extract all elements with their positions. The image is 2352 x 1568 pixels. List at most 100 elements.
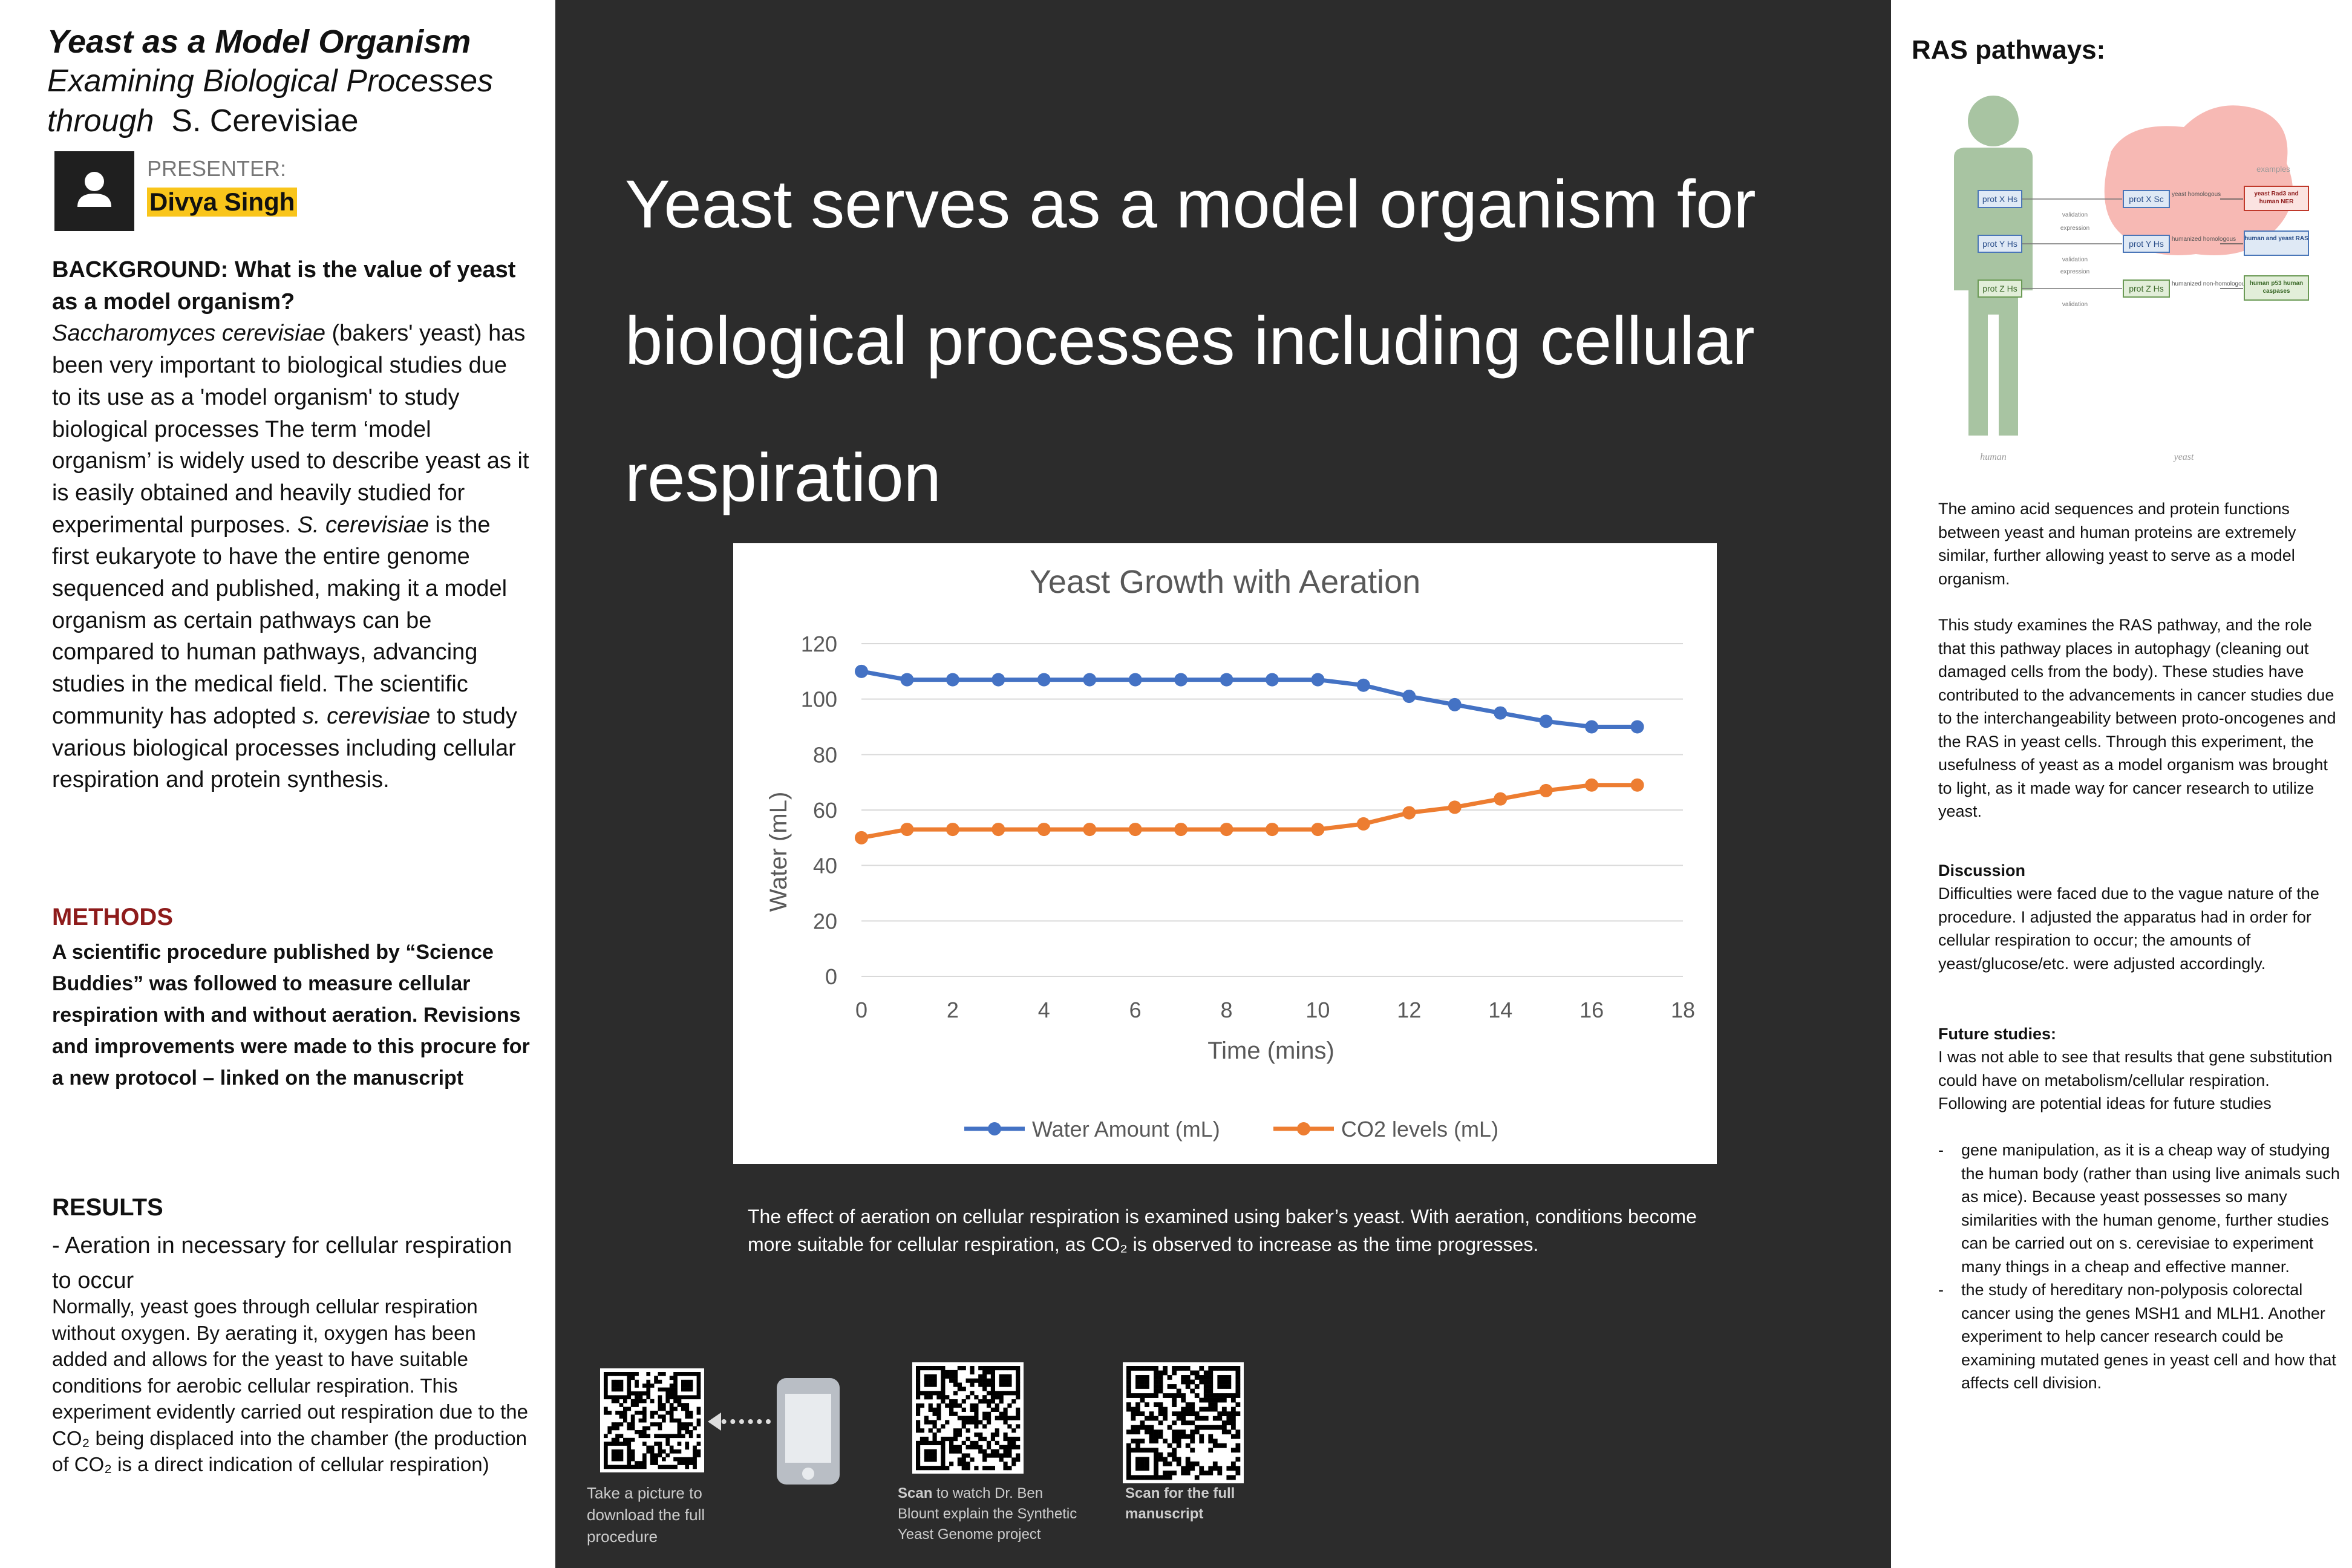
qr-module bbox=[1135, 1393, 1140, 1398]
qr-module bbox=[1154, 1375, 1158, 1380]
qr-module bbox=[673, 1418, 678, 1423]
qr-module bbox=[949, 1436, 954, 1442]
qr-module bbox=[1131, 1411, 1136, 1417]
qr-module bbox=[1016, 1445, 1021, 1449]
qr-module bbox=[1154, 1393, 1158, 1398]
qr-module bbox=[932, 1420, 937, 1425]
qr-module bbox=[1181, 1416, 1186, 1421]
qr-module bbox=[677, 1418, 682, 1423]
qr-module bbox=[627, 1376, 632, 1380]
data-point bbox=[1448, 697, 1462, 711]
qr-module bbox=[1011, 1399, 1016, 1404]
qr-module bbox=[974, 1403, 979, 1408]
qr-module bbox=[1226, 1375, 1232, 1380]
qr-module bbox=[658, 1449, 662, 1454]
qr-module bbox=[669, 1434, 674, 1439]
qr-module bbox=[941, 1399, 946, 1404]
qr-module bbox=[673, 1434, 678, 1439]
qr-module bbox=[916, 1445, 921, 1449]
qr-module bbox=[696, 1422, 701, 1426]
qr-module bbox=[1135, 1443, 1140, 1448]
qr-module bbox=[928, 1440, 933, 1446]
ras-paragraph-1: The amino acid sequences and protein fun… bbox=[1938, 500, 2296, 588]
qr-module bbox=[1203, 1425, 1209, 1430]
qr-module bbox=[936, 1407, 941, 1412]
qr-module bbox=[1126, 1452, 1131, 1457]
qr-module bbox=[1126, 1375, 1131, 1380]
qr-module bbox=[990, 1449, 996, 1454]
qr-module bbox=[982, 1411, 987, 1416]
qr-module bbox=[1140, 1475, 1145, 1480]
qr-module bbox=[1167, 1384, 1172, 1389]
y-tick-label: 80 bbox=[813, 742, 837, 767]
qr-module bbox=[1149, 1416, 1154, 1421]
qr-module bbox=[630, 1391, 635, 1396]
qr-module bbox=[669, 1414, 674, 1419]
qr-module bbox=[673, 1372, 678, 1376]
qr-module bbox=[970, 1457, 975, 1462]
qr-module bbox=[607, 1395, 612, 1400]
qr-module bbox=[1221, 1443, 1227, 1448]
qr-module bbox=[1235, 1370, 1241, 1376]
y-tick-label: 0 bbox=[825, 964, 837, 989]
qr-module bbox=[1016, 1411, 1021, 1416]
qr-module bbox=[986, 1399, 991, 1404]
x-axis-ticks: 0 2 4 6 8 10 12 14 16 18 bbox=[855, 998, 1695, 1022]
qr-module bbox=[916, 1374, 921, 1379]
qr-module bbox=[615, 1383, 619, 1388]
qr-module bbox=[1154, 1370, 1158, 1376]
qr-module bbox=[986, 1411, 991, 1416]
qr-module bbox=[1194, 1375, 1200, 1380]
qr-module bbox=[1016, 1407, 1021, 1412]
qr-code-icon[interactable] bbox=[600, 1368, 704, 1472]
qr-module bbox=[1154, 1388, 1158, 1394]
data-point bbox=[1402, 806, 1416, 820]
qr-module bbox=[932, 1440, 937, 1446]
qr-module bbox=[658, 1426, 662, 1431]
qr-module bbox=[696, 1442, 701, 1446]
qr-module bbox=[681, 1406, 685, 1411]
qr2-caption: Scan to watch Dr. Ben Blount explain the… bbox=[898, 1485, 1077, 1543]
qr-module bbox=[669, 1376, 674, 1380]
qr-module bbox=[1226, 1466, 1232, 1471]
qr-module bbox=[693, 1465, 697, 1469]
qr-module bbox=[638, 1465, 643, 1469]
qr-module bbox=[990, 1436, 996, 1442]
qr-module bbox=[1016, 1416, 1021, 1420]
qr-module bbox=[945, 1420, 950, 1425]
qr-module bbox=[924, 1391, 929, 1396]
qr-module bbox=[978, 1366, 983, 1371]
qr-module bbox=[916, 1370, 921, 1375]
qr-module bbox=[1126, 1402, 1131, 1407]
data-point bbox=[1174, 673, 1188, 687]
y-tick-label: 40 bbox=[813, 854, 837, 878]
qr-module bbox=[982, 1387, 987, 1391]
qr-module bbox=[693, 1449, 697, 1454]
qr-module bbox=[932, 1366, 937, 1371]
qr-code-icon[interactable] bbox=[912, 1362, 1024, 1474]
qr-module bbox=[1007, 1374, 1012, 1379]
qr-module bbox=[999, 1411, 1004, 1416]
chart-series bbox=[855, 664, 1644, 844]
qr-module bbox=[961, 1407, 966, 1412]
qr-module bbox=[1230, 1411, 1236, 1417]
qr-module bbox=[1016, 1391, 1021, 1396]
qr-module bbox=[673, 1465, 678, 1469]
qr-module bbox=[953, 1370, 958, 1375]
qr-module bbox=[607, 1465, 612, 1469]
qr-module bbox=[1208, 1384, 1214, 1389]
qr-module bbox=[1226, 1366, 1232, 1371]
qr-module bbox=[965, 1462, 970, 1466]
qr-module bbox=[627, 1395, 632, 1400]
qr-module bbox=[638, 1430, 643, 1434]
qr-module bbox=[693, 1395, 697, 1400]
qr-module bbox=[932, 1378, 937, 1383]
qr-module bbox=[673, 1457, 678, 1462]
qr-module bbox=[638, 1399, 643, 1403]
results-heading: RESULTS bbox=[52, 1194, 163, 1221]
qr-module bbox=[924, 1449, 929, 1454]
qr-module bbox=[936, 1403, 941, 1408]
qr-module bbox=[650, 1422, 655, 1426]
qr-code-icon[interactable] bbox=[1123, 1362, 1244, 1483]
qr-module bbox=[995, 1449, 999, 1454]
